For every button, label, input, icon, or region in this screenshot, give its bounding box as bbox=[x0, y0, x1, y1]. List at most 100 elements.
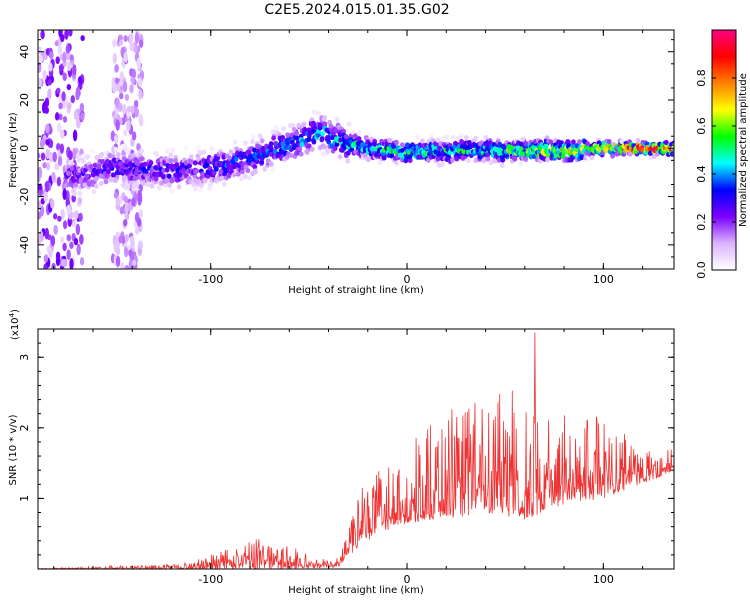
ridge-cell bbox=[91, 188, 97, 195]
ridge-cell bbox=[168, 152, 174, 158]
colorbar-tick-label: 0.2 bbox=[695, 213, 708, 231]
ridge-cell bbox=[83, 167, 88, 173]
ridge-cell bbox=[127, 154, 133, 160]
noise-cell bbox=[51, 171, 56, 181]
ridge-cell bbox=[234, 146, 239, 152]
noise-cell bbox=[67, 102, 72, 110]
snr-x-label: Height of straight line (km) bbox=[288, 585, 424, 596]
ridge-cell bbox=[393, 139, 399, 145]
ridge-cell bbox=[311, 109, 317, 115]
ridge-cell bbox=[345, 150, 351, 156]
ridge-cell bbox=[499, 162, 505, 168]
ridge-cell bbox=[328, 123, 334, 129]
x-tick-label: -100 bbox=[198, 573, 223, 586]
noise-cell bbox=[75, 117, 81, 129]
ridge-cell bbox=[173, 158, 178, 164]
noise-cell bbox=[68, 150, 73, 161]
noise-cell bbox=[62, 116, 68, 123]
y-tick-label: 2 bbox=[18, 424, 31, 431]
ridge-cell bbox=[188, 154, 194, 160]
ridge-cell bbox=[539, 142, 545, 148]
x-tick-label: 0 bbox=[404, 273, 411, 286]
noise-cell bbox=[137, 193, 143, 205]
noise-cell bbox=[52, 213, 58, 220]
noise-cell bbox=[53, 224, 58, 236]
ridge-cell bbox=[577, 139, 582, 145]
noise-cell bbox=[124, 264, 130, 269]
spectrogram-cells bbox=[38, 30, 674, 269]
ridge-cell bbox=[73, 182, 79, 188]
noise-cell bbox=[58, 102, 63, 110]
ridge-cell bbox=[77, 191, 83, 197]
ridge-cell bbox=[417, 142, 423, 148]
ridge-cell bbox=[494, 147, 500, 153]
ridge-cell bbox=[106, 169, 111, 175]
ridge-cell bbox=[143, 168, 149, 174]
ridge-cell bbox=[209, 146, 215, 152]
noise-cell bbox=[78, 76, 83, 85]
noise-cell bbox=[45, 139, 50, 146]
noise-cell bbox=[38, 248, 41, 259]
ridge-cell bbox=[496, 150, 502, 156]
ridge-cell bbox=[377, 160, 382, 166]
noise-cell bbox=[44, 227, 50, 240]
noise-cell bbox=[51, 262, 56, 269]
ridge-cell bbox=[455, 135, 461, 141]
ridge-cell bbox=[322, 121, 328, 127]
ridge-cell bbox=[450, 157, 455, 163]
ridge-cell bbox=[518, 160, 524, 166]
colorbar-frame bbox=[711, 29, 737, 271]
ridge-cell bbox=[477, 141, 483, 147]
ridge-cell bbox=[245, 167, 251, 174]
ridge-cell bbox=[473, 135, 479, 141]
ridge-cell bbox=[343, 133, 349, 140]
noise-cell bbox=[118, 235, 123, 244]
colorbar-gradient bbox=[712, 30, 736, 270]
ridge-cell bbox=[367, 131, 372, 137]
ridge-cell bbox=[415, 134, 420, 140]
ridge-cell bbox=[465, 157, 471, 163]
ridge-cell bbox=[298, 151, 304, 157]
noise-cell bbox=[60, 33, 65, 43]
noise-cell bbox=[60, 258, 66, 267]
ridge-cell bbox=[214, 178, 219, 184]
ridge-cell bbox=[187, 163, 193, 169]
ridge-cell bbox=[164, 167, 170, 173]
ridge-cell bbox=[463, 135, 469, 141]
ridge-cell bbox=[440, 136, 446, 142]
ridge-cell bbox=[166, 173, 172, 179]
noise-cell bbox=[132, 41, 138, 53]
ridge-cell bbox=[439, 161, 445, 167]
noise-cell bbox=[52, 151, 57, 163]
ridge-cell bbox=[221, 181, 227, 187]
svg-text:(x104): (x104) bbox=[8, 309, 21, 340]
ridge-cell bbox=[233, 156, 239, 162]
noise-cell bbox=[47, 79, 52, 86]
ridge-cell bbox=[273, 124, 279, 130]
ridge-cell bbox=[153, 176, 159, 182]
ridge-cell bbox=[306, 136, 312, 142]
ridge-cell bbox=[192, 160, 198, 166]
ridge-cell bbox=[663, 139, 669, 146]
ridge-cell bbox=[129, 180, 134, 186]
noise-cell bbox=[134, 32, 140, 44]
noise-cell bbox=[38, 238, 42, 246]
ridge-cell bbox=[193, 185, 198, 192]
ridge-cell bbox=[94, 175, 100, 181]
ridge-cell bbox=[99, 151, 105, 158]
noise-cell bbox=[127, 201, 132, 211]
noise-cell bbox=[69, 241, 74, 250]
snr-multiplier: (x104) bbox=[8, 309, 21, 340]
noise-cell bbox=[118, 34, 123, 41]
noise-cell bbox=[40, 152, 46, 161]
ridge-cell bbox=[111, 172, 117, 178]
x-tick-label: 100 bbox=[593, 273, 614, 286]
noise-cell bbox=[131, 197, 136, 207]
noise-cell bbox=[70, 95, 75, 104]
ridge-cell bbox=[235, 171, 241, 177]
noise-cell bbox=[80, 35, 85, 42]
noise-cell bbox=[45, 180, 50, 193]
noise-cell bbox=[62, 188, 67, 201]
ridge-cell bbox=[356, 130, 362, 136]
ridge-cell bbox=[98, 180, 104, 187]
